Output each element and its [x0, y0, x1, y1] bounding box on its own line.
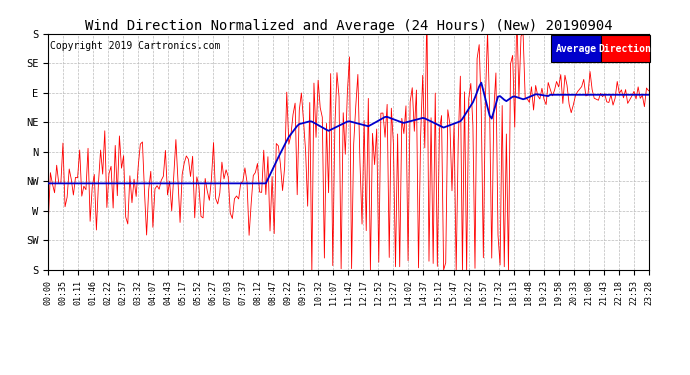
Text: Copyright 2019 Cartronics.com: Copyright 2019 Cartronics.com	[50, 41, 220, 51]
Text: Direction: Direction	[599, 44, 651, 54]
FancyBboxPatch shape	[600, 35, 650, 62]
FancyBboxPatch shape	[551, 35, 600, 62]
Text: Average: Average	[555, 44, 597, 54]
Title: Wind Direction Normalized and Average (24 Hours) (New) 20190904: Wind Direction Normalized and Average (2…	[85, 19, 612, 33]
